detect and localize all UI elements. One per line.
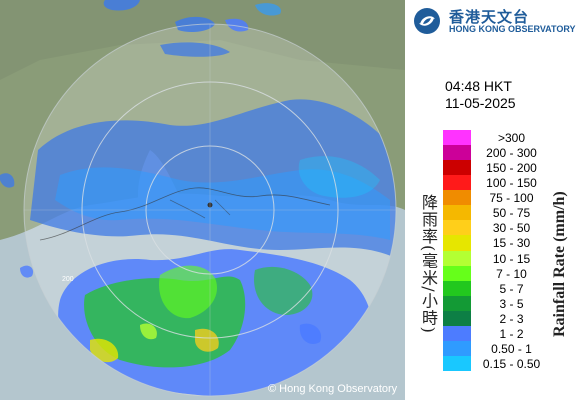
rainfall-legend: >300 200 - 300 150 - 200 100 - 150 75 - 100 5…: [443, 130, 551, 371]
legend-row: 200 - 300: [443, 145, 551, 161]
legend-label: 50 - 75: [492, 206, 531, 221]
legend-swatch: [443, 205, 471, 221]
legend-label: 75 - 100: [489, 191, 534, 206]
legend-swatch: [443, 220, 471, 236]
legend-swatch: [443, 130, 471, 146]
legend-label: 1 - 2: [499, 326, 524, 341]
legend-swatch: [443, 355, 471, 371]
legend-label: 2 - 3: [499, 311, 524, 326]
observation-date: 11-05-2025: [445, 95, 516, 111]
hko-logo-icon: [414, 8, 440, 34]
legend-row: 2 - 3: [443, 310, 551, 326]
legend-row: 10 - 15: [443, 250, 551, 266]
legend-label: 15 - 30: [492, 236, 531, 251]
legend-title-english: Rainfall Rate (mm/h): [551, 191, 568, 337]
legend-row: 1 - 2: [443, 325, 551, 341]
legend-swatch: [443, 340, 471, 356]
legend-row: 50 - 75: [443, 205, 551, 221]
legend-row: 3 - 5: [443, 295, 551, 311]
legend-swatch: [443, 295, 471, 311]
copyright-text: © Hong Kong Observatory: [268, 383, 398, 395]
legend-label: 100 - 150: [486, 176, 537, 191]
legend-row: 30 - 50: [443, 220, 551, 236]
legend-label: 3 - 5: [499, 296, 524, 311]
observation-time: 04:48 HKT: [445, 78, 512, 94]
legend-label: 0.15 - 0.50: [482, 356, 541, 371]
legend-label: 5 - 7: [499, 281, 524, 296]
legend-swatch: [443, 325, 471, 341]
legend-row: >300: [443, 130, 551, 146]
legend-row: 100 - 150: [443, 175, 551, 191]
legend-swatch: [443, 265, 471, 281]
legend-label: 10 - 15: [492, 251, 531, 266]
legend-row: 150 - 200: [443, 160, 551, 176]
logo-english-name: HONG KONG OBSERVATORY: [449, 24, 576, 34]
legend-swatch: [443, 160, 471, 176]
legend-row: 15 - 30: [443, 235, 551, 251]
legend-swatch: [443, 280, 471, 296]
legend-swatch: [443, 145, 471, 161]
legend-label: 150 - 200: [486, 161, 537, 176]
legend-row: 0.15 - 0.50: [443, 355, 551, 371]
range-ring-label: 200: [62, 276, 74, 283]
legend-label: >300: [497, 131, 526, 145]
legend-label: 30 - 50: [492, 221, 531, 236]
legend-swatch: [443, 310, 471, 326]
radar-map-graphic: [0, 0, 405, 400]
legend-swatch: [443, 175, 471, 191]
legend-row: 0.50 - 1: [443, 340, 551, 356]
legend-swatch: [443, 235, 471, 251]
legend-label: 0.50 - 1: [491, 341, 532, 356]
legend-swatch: [443, 250, 471, 266]
legend-label: 200 - 300: [486, 146, 537, 161]
legend-title-chinese: 降雨率(毫米/小時): [419, 194, 438, 334]
radar-map: 200 © Hong Kong Observatory: [0, 0, 405, 400]
legend-row: 75 - 100: [443, 190, 551, 206]
legend-row: 7 - 10: [443, 265, 551, 281]
legend-row: 5 - 7: [443, 280, 551, 296]
legend-swatch: [443, 190, 471, 206]
legend-label: 7 - 10: [496, 266, 527, 281]
logo-chinese-name: 香港天文台: [449, 8, 530, 26]
